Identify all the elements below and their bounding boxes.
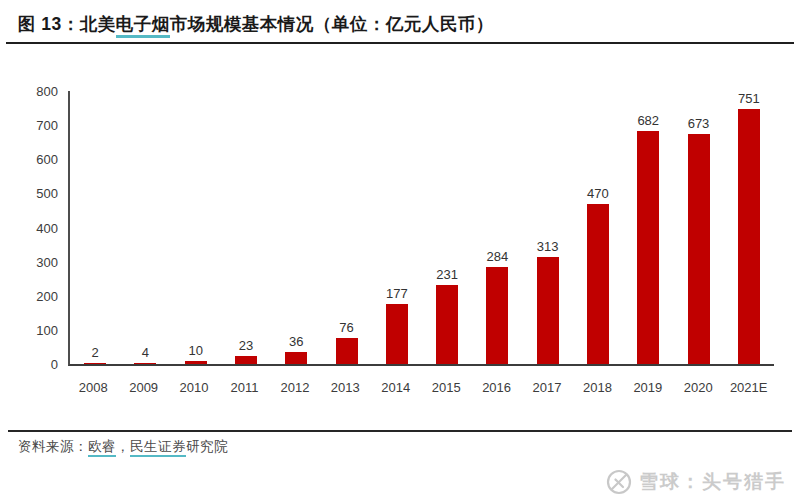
y-axis-tick-label: 100 — [36, 322, 58, 337]
bar-series: 2 4 10 23 36 76 177 231 284 313 470 682 673 751 — [70, 91, 774, 364]
y-axis-tick-label: 500 — [36, 186, 58, 201]
xueqiu-watermark: 雪球：头号猎手 — [606, 469, 786, 495]
source-suffix: 研究院 — [186, 439, 228, 454]
bar-column: 751 — [724, 91, 774, 364]
bar — [235, 356, 257, 364]
figure-title-suffix: 市场规模基本情况（单位：亿元人民币） — [170, 14, 494, 34]
bar — [738, 109, 760, 364]
bar-column: 10 — [171, 91, 221, 364]
bar-value-label: 177 — [386, 286, 408, 301]
y-axis-tick-label: 800 — [36, 84, 58, 99]
bar — [386, 304, 408, 364]
figure-title-keyword-link[interactable]: 电子烟 — [116, 14, 170, 38]
watermark-text: 雪球：头号猎手 — [639, 469, 786, 495]
bar-value-label: 2 — [92, 345, 99, 360]
bar-value-label: 751 — [738, 91, 760, 106]
bar-value-label: 470 — [587, 186, 609, 201]
figure-title: 图 13：北美电子烟市场规模基本情况（单位：亿元人民币） — [18, 12, 494, 36]
x-axis-tick-label: 2008 — [68, 370, 118, 397]
bar-column: 673 — [673, 91, 723, 364]
x-axis-tick-label: 2017 — [522, 370, 572, 397]
bar — [486, 267, 508, 364]
x-axis: 2008200920102011201220132014201520162017… — [68, 370, 774, 397]
bar-value-label: 284 — [487, 249, 509, 264]
x-axis-tick-label: 2020 — [673, 370, 723, 397]
bar-value-label: 231 — [436, 267, 458, 282]
bar — [587, 204, 609, 364]
source-link-euromonitor[interactable]: 欧睿 — [88, 439, 116, 457]
report-figure-page: 图 13：北美电子烟市场规模基本情况（单位：亿元人民币） 800 700 600 50… — [0, 0, 800, 503]
y-axis-tick-label: 600 — [36, 152, 58, 167]
source-link-minsheng[interactable]: 民生证券 — [130, 439, 186, 457]
bar-column: 470 — [573, 91, 623, 364]
bar-value-label: 23 — [239, 338, 253, 353]
bar — [436, 285, 458, 364]
bar — [285, 352, 307, 364]
bar — [185, 361, 207, 364]
bar-column: 36 — [271, 91, 321, 364]
x-axis-tick-label: 2010 — [169, 370, 219, 397]
x-axis-tick-label: 2021E — [723, 370, 773, 397]
bar — [336, 338, 358, 364]
source-note: 资料来源：欧睿，民生证券研究院 — [18, 438, 228, 456]
bar-value-label: 36 — [289, 334, 303, 349]
bar-column: 4 — [120, 91, 170, 364]
bar-column: 76 — [321, 91, 371, 364]
x-axis-tick-label: 2018 — [572, 370, 622, 397]
x-axis-tick-label: 2015 — [421, 370, 471, 397]
x-axis-tick-label: 2012 — [270, 370, 320, 397]
bar — [84, 363, 106, 364]
bar-column: 313 — [523, 91, 573, 364]
bar — [688, 134, 710, 364]
header-divider — [6, 42, 794, 44]
x-axis-tick-label: 2013 — [320, 370, 370, 397]
y-axis-tick-label: 200 — [36, 288, 58, 303]
footer-divider — [8, 430, 792, 432]
bar-value-label: 682 — [637, 113, 659, 128]
x-axis-tick-label: 2014 — [371, 370, 421, 397]
y-axis-tick-label: 400 — [36, 220, 58, 235]
source-label: 资料来源： — [18, 439, 88, 454]
bar-column: 682 — [623, 91, 673, 364]
bar-column: 284 — [472, 91, 522, 364]
bar-value-label: 313 — [537, 239, 559, 254]
bar — [637, 131, 659, 364]
bar-value-label: 4 — [142, 345, 149, 360]
bar-value-label: 10 — [188, 343, 202, 358]
x-axis-tick-label: 2016 — [471, 370, 521, 397]
bar-chart: 8007006005004003002001000 24102336761772… — [28, 85, 780, 397]
bar-value-label: 76 — [339, 320, 353, 335]
x-axis-tick-label: 2019 — [623, 370, 673, 397]
bar-column: 2 — [70, 91, 120, 364]
bar — [134, 363, 156, 364]
source-separator: ， — [116, 439, 130, 454]
bar-column: 177 — [372, 91, 422, 364]
bar-value-label: 673 — [688, 116, 710, 131]
snowball-logo-icon — [606, 469, 632, 495]
x-axis-tick-label: 2009 — [118, 370, 168, 397]
figure-title-prefix: 图 13：北美 — [18, 14, 116, 34]
x-axis-tick-label: 2011 — [219, 370, 269, 397]
bar — [537, 257, 559, 364]
y-axis-tick-label: 300 — [36, 254, 58, 269]
y-axis-tick-label: 700 — [36, 118, 58, 133]
bar-column: 231 — [422, 91, 472, 364]
bar-column: 23 — [221, 91, 271, 364]
y-axis-tick-label: 0 — [51, 357, 58, 372]
plot-area: 8007006005004003002001000 24102336761772… — [68, 91, 774, 366]
